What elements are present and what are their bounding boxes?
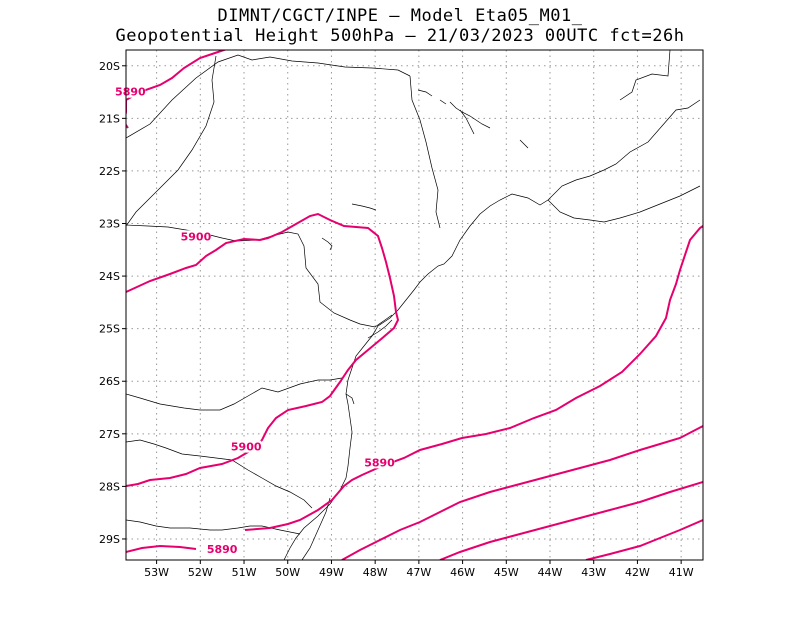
contour-label: 5900 xyxy=(231,441,262,454)
y-tick-label: 27S xyxy=(99,428,120,441)
x-tick-label: 51W xyxy=(232,566,257,579)
contour-5860 xyxy=(585,519,703,560)
map-area xyxy=(126,50,703,560)
x-tick-label: 46W xyxy=(450,566,475,579)
state-border-ms-sp xyxy=(126,54,411,139)
x-tick-label: 47W xyxy=(406,566,431,579)
x-tick-label: 43W xyxy=(581,566,606,579)
y-tick-label: 26S xyxy=(99,375,120,388)
y-tick-label: 21S xyxy=(99,112,120,125)
contour-5890-middle xyxy=(244,225,703,531)
x-tick-label: 49W xyxy=(319,566,344,579)
contour-label-bg xyxy=(231,440,262,453)
contour-label: 5890 xyxy=(115,86,146,99)
state-border-pr-sc xyxy=(126,377,343,411)
state-border-sp-mg xyxy=(126,55,217,227)
y-tick-label: 24S xyxy=(99,270,120,283)
title-line-1: DIMNT/CGCT/INPE – Model Eta05_M01_ xyxy=(217,6,583,26)
x-tick-label: 45W xyxy=(494,566,519,579)
contour-label: 5900 xyxy=(181,230,212,243)
contour-label-bg xyxy=(115,85,146,98)
state-border-mg-east xyxy=(409,75,441,229)
island-sc xyxy=(345,393,355,405)
x-tick-label: 42W xyxy=(625,566,650,579)
contour-5900-north xyxy=(126,212,400,487)
contour-label: 5890 xyxy=(207,543,238,556)
y-tick-label: 28S xyxy=(99,480,120,493)
y-axis: 20S 21S 22S 23S 24S 25S 26S 27S 28S 29S xyxy=(99,60,126,546)
x-tick-label: 44W xyxy=(538,566,563,579)
coastline-rj xyxy=(547,185,701,223)
contour-5870 xyxy=(439,481,703,560)
x-tick-label: 53W xyxy=(144,566,169,579)
reservoir-south xyxy=(351,203,377,211)
reservoir-north xyxy=(417,89,491,135)
contour-label-bg xyxy=(207,543,238,556)
contour-label-bg xyxy=(364,456,395,469)
x-tick-label: 48W xyxy=(363,566,388,579)
y-tick-label: 29S xyxy=(99,533,120,546)
x-tick-label: 41W xyxy=(669,566,694,579)
plot-frame xyxy=(125,49,704,561)
coast-mg-es xyxy=(619,50,671,101)
x-tick-label: 50W xyxy=(275,566,300,579)
contour-5880 xyxy=(341,425,703,560)
contour-label: 5890 xyxy=(364,456,395,469)
bay-paranagua xyxy=(367,319,393,339)
reservoir-pr xyxy=(321,237,333,251)
lagoon-outline xyxy=(301,497,331,560)
y-tick-label: 22S xyxy=(99,165,120,178)
y-tick-label: 23S xyxy=(99,218,120,231)
x-axis: 53W 52W 51W 50W 49W 48W 47W 46W 45W 44W 43W 42W 41W xyxy=(144,560,694,579)
x-tick-label: 52W xyxy=(188,566,213,579)
state-border-sc-rs xyxy=(126,439,313,509)
y-tick-label: 20S xyxy=(99,60,120,73)
state-border-rj xyxy=(547,99,701,201)
reservoir-east xyxy=(519,139,529,149)
contour-label-bg xyxy=(180,230,211,243)
contour-5890-southwest xyxy=(126,544,197,553)
y-tick-label: 25S xyxy=(99,323,120,336)
contour-labels: 5890 5900 5900 5890 5890 xyxy=(115,85,395,556)
title-line-2: Geopotential Height 500hPa – 21/03/2023 … xyxy=(115,26,685,46)
gridlines xyxy=(126,50,703,560)
coastline-sp-pr xyxy=(283,193,549,560)
border-south xyxy=(126,519,301,535)
